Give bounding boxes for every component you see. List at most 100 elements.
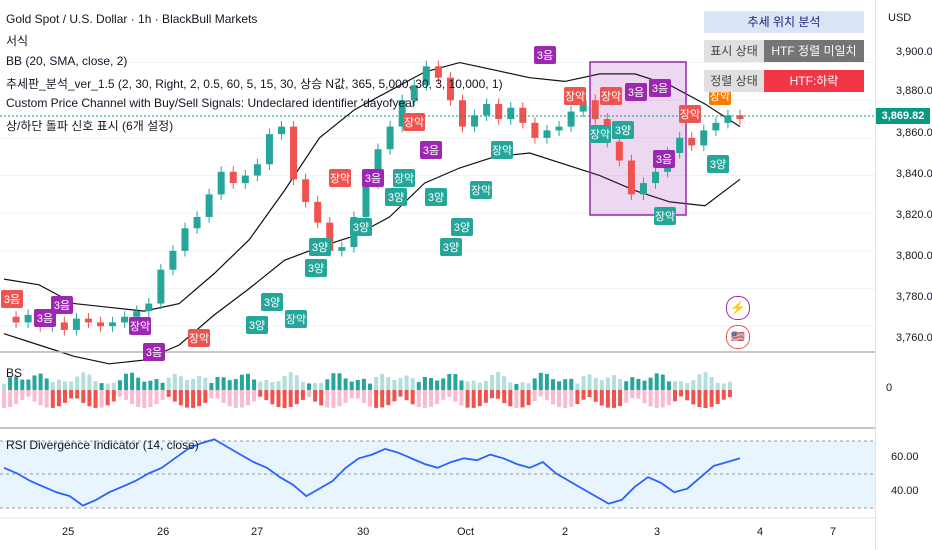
us-flag-icon[interactable]: 🇺🇸 xyxy=(726,325,750,349)
bs-bar-up xyxy=(721,383,726,390)
bs-bar-up xyxy=(50,382,55,390)
candle-body xyxy=(724,115,732,123)
bs-bar-up xyxy=(349,381,354,390)
bs-bar-up xyxy=(624,381,629,390)
bs-bar-down xyxy=(215,390,220,399)
bs-bar-down xyxy=(410,390,415,405)
signal-badge xyxy=(564,87,586,105)
time-label: 27 xyxy=(251,526,264,538)
candle-body xyxy=(531,122,539,138)
candle-body xyxy=(12,316,20,323)
signal-text: 장악 xyxy=(404,116,424,129)
bs-bar-down xyxy=(87,390,92,407)
candle-body xyxy=(169,250,177,270)
bs-bar-down xyxy=(252,390,257,402)
candle-body xyxy=(229,171,237,184)
bs-bar-up xyxy=(593,377,598,390)
bs-bar-down xyxy=(270,390,275,405)
bs-bar-up xyxy=(294,375,299,390)
bs-bar-down xyxy=(246,390,250,406)
signal-badge xyxy=(34,309,56,327)
bs-bar-up xyxy=(490,374,494,390)
bs-bar-down xyxy=(648,390,653,407)
candle-body xyxy=(483,104,491,116)
bs-bar-up xyxy=(483,380,488,390)
bs-bar-down xyxy=(239,390,244,408)
candle-body xyxy=(193,216,201,229)
legend-bb[interactable]: BB (20, SMA, close, 2) xyxy=(6,54,128,68)
candle-body xyxy=(543,130,551,138)
bs-bar-down xyxy=(532,390,537,402)
bs-bar-down xyxy=(38,390,43,406)
candle-body xyxy=(290,126,298,180)
bs-bar-up xyxy=(679,381,684,390)
signal-badge xyxy=(600,87,622,105)
candle-body xyxy=(278,126,286,135)
candle-body xyxy=(507,107,515,120)
time-label: 30 xyxy=(357,526,370,538)
price-label: 3,840.00 xyxy=(896,168,932,180)
signal-text: 3음 xyxy=(37,312,53,325)
signal-badge xyxy=(350,218,372,236)
bs-bar-down xyxy=(569,390,574,407)
candle-body xyxy=(72,318,80,330)
candle-body xyxy=(314,201,322,223)
candle-body xyxy=(217,171,225,195)
bs-bar-up xyxy=(569,378,574,390)
signal-badge xyxy=(285,310,307,328)
bs-bar-up xyxy=(392,380,397,390)
bs-bar-up xyxy=(361,378,366,390)
bs-bar-down xyxy=(56,390,61,407)
lightning-icon[interactable]: ⚡ xyxy=(726,296,750,320)
bs-bar-up xyxy=(124,373,128,390)
bs-bar-down xyxy=(148,390,153,407)
bs-bar-down xyxy=(203,390,208,403)
bs-bar-down xyxy=(294,390,299,405)
legend-price-channel[interactable]: Custom Price Channel with Buy/Sell Signa… xyxy=(6,96,419,110)
bs-bar-down xyxy=(14,390,19,405)
bs-bar-up xyxy=(636,378,641,390)
candle-body xyxy=(652,171,660,184)
currency-label[interactable]: USD xyxy=(888,12,912,24)
bs-bar-up xyxy=(429,378,433,390)
bs-bar-down xyxy=(20,390,25,401)
bs-bar-up xyxy=(75,376,80,390)
bs-bar-up xyxy=(502,376,507,390)
signal-badge xyxy=(261,293,283,311)
signal-badge xyxy=(1,290,23,308)
bs-bar-down xyxy=(404,390,409,401)
bs-bar-down xyxy=(727,390,732,398)
legend-sixth[interactable]: 상/하단 돌파 신호 표시 (6개 설정) xyxy=(6,119,174,133)
signal-badge xyxy=(451,218,473,236)
signal-text: 3음 xyxy=(4,293,20,306)
bs-bar-down xyxy=(191,390,196,408)
trend-row2-value: HTF:하락 xyxy=(764,70,864,92)
signal-text: 3양 xyxy=(312,241,328,254)
signal-badge xyxy=(309,238,331,256)
bs-bar-up xyxy=(105,383,110,390)
bs-bar-down xyxy=(544,390,549,401)
signal-badge xyxy=(625,83,647,101)
signal-text: 장악 xyxy=(330,172,350,185)
price-axis[interactable] xyxy=(875,0,932,550)
rsi-panel-label[interactable]: RSI Divergence Indicator (14, close) xyxy=(6,438,199,452)
bs-bar-up xyxy=(81,372,86,390)
bs-bar-up xyxy=(191,378,196,390)
bs-panel-label[interactable]: BS xyxy=(6,366,23,380)
bs-bar-down xyxy=(422,390,427,408)
bs-bar-up xyxy=(642,380,647,390)
bs-bar-down xyxy=(593,390,598,402)
signal-text: 3음 xyxy=(628,86,644,99)
bs-bar-up xyxy=(563,379,568,390)
price-label: 3,760.00 xyxy=(896,332,932,344)
bs-bar-down xyxy=(386,390,391,406)
bs-bar-up xyxy=(300,381,305,390)
legend-custom-indicator[interactable]: 추세판_분석_ver_1.5 (2, 30, Right, 2, 0.5, 60… xyxy=(6,77,503,91)
signal-badge xyxy=(440,238,462,256)
bs-bar-up xyxy=(386,377,391,390)
bs-bar-down xyxy=(612,390,616,408)
bs-bar-down xyxy=(69,390,74,399)
bs-bar-down xyxy=(154,390,159,405)
bs-bar-down xyxy=(166,390,171,397)
